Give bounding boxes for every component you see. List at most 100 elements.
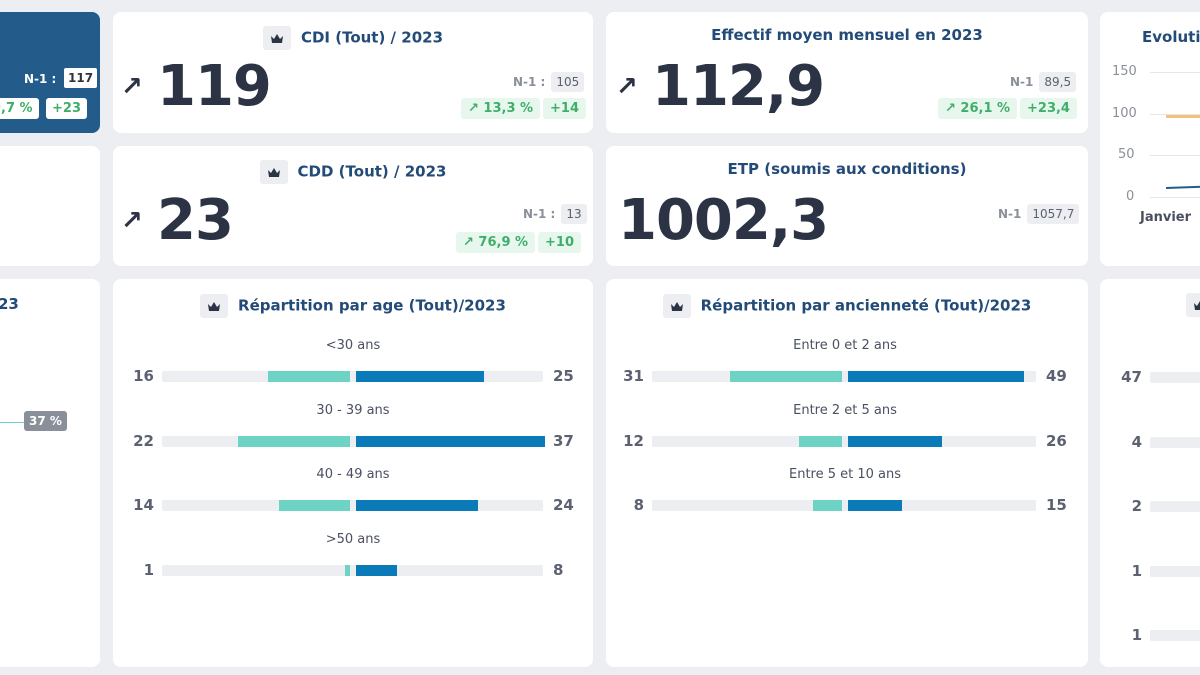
pct-badge: 9,7 %: [0, 98, 39, 119]
effectif-card: Effectif moyen mensuel en 2023 ↗ 112,9 N…: [606, 12, 1088, 133]
left-top-card: N-1 : 117 9,7 % +23: [0, 12, 100, 133]
cdi-pct-badge: ↗ 13,3 %: [461, 98, 541, 119]
left-value: 16: [133, 367, 154, 385]
bar-track: [652, 435, 1036, 447]
right-value: 25: [553, 367, 574, 385]
bar-right: [356, 500, 479, 511]
cdi-delta-badge: +14: [543, 98, 586, 119]
right-value: 8: [553, 560, 564, 579]
left-bottom-card: 23 37 %: [0, 279, 100, 667]
left-value: 1: [143, 560, 154, 579]
right-value: 15: [1046, 496, 1067, 514]
right-value: 49: [1046, 367, 1067, 385]
cdd-pct-badge: ↗ 76,9 %: [456, 232, 536, 253]
etp-n1: N-1 1057,7: [998, 204, 1080, 224]
y-tick-50: 50: [1118, 147, 1135, 162]
bar-track: [162, 500, 543, 511]
bar-left: [730, 371, 842, 382]
cdi-n1: N-1 :105: [513, 72, 585, 92]
effectif-title: Effectif moyen mensuel en 2023: [711, 26, 983, 44]
bar-right: [848, 500, 902, 511]
left-value: 1: [1131, 626, 1142, 644]
cdd-title: CDD (Tout) / 2023: [297, 162, 447, 181]
left-value: 31: [623, 367, 644, 385]
bar-left: [237, 435, 350, 447]
gridline: [1150, 114, 1200, 115]
age-card: Répartition par age (Tout)/2023 <30 ans 1…: [113, 279, 593, 667]
gridline: [1150, 197, 1200, 198]
gridline: [1150, 155, 1200, 156]
crown-icon: [200, 294, 229, 318]
bar-track: [652, 371, 1036, 382]
left-mid-card: [0, 146, 100, 266]
bar-track: [652, 500, 1036, 511]
row-label: Entre 5 et 10 ans: [788, 467, 902, 482]
cdd-title-row: CDD (Tout) / 2023: [113, 160, 593, 184]
n1-label: N-1 :: [24, 72, 57, 86]
bar-track: [1150, 372, 1200, 383]
etp-card: ETP (soumis aux conditions) 1002,3 N-1 10…: [606, 146, 1088, 266]
bar-left: [268, 371, 350, 382]
bar-right: [356, 371, 484, 382]
left-value: 8: [633, 496, 644, 514]
y-tick-0: 0: [1126, 189, 1135, 204]
bar-track: [162, 435, 543, 447]
right-value: 37: [553, 431, 574, 450]
bar-right: [848, 371, 1025, 382]
cdd-delta-badge: +10: [538, 232, 581, 253]
delta-badge: +23: [46, 98, 87, 119]
bar-track: [1150, 630, 1200, 641]
row-label: 40 - 49 ans: [316, 467, 390, 482]
bar-left: [813, 500, 842, 511]
cdd-card: CDD (Tout) / 2023 ↗ 23 N-1 :13 ↗ 76,9 % …: [113, 146, 593, 266]
connector-line: [0, 422, 26, 423]
x-label-janvier: Janvier: [1140, 210, 1192, 225]
crown-icon: [662, 294, 691, 318]
row-label: >50 ans: [325, 531, 381, 547]
crown-icon: [262, 26, 291, 50]
crown-icon: [259, 160, 288, 184]
series-line-orange: [1166, 115, 1200, 118]
n1-value: 117: [64, 68, 98, 88]
row-label: Entre 2 et 5 ans: [793, 402, 897, 418]
percent-badge: 37 %: [24, 411, 67, 431]
evolution-card: Evoluti 150 100 50 0 Janvier: [1100, 12, 1200, 266]
left-value: 14: [133, 496, 154, 514]
row-label: 30 - 39 ans: [316, 402, 390, 418]
anciennete-card: Répartition par ancienneté (Tout)/2023 E…: [606, 279, 1088, 667]
bar-track: [162, 564, 543, 576]
bar-left: [344, 564, 350, 576]
etp-title: ETP (soumis aux conditions): [727, 160, 967, 178]
anciennete-title-row: Répartition par ancienneté (Tout)/2023: [606, 294, 1088, 318]
row-label: <30 ans: [325, 338, 381, 353]
bar-left: [798, 435, 842, 447]
bar-right: [356, 435, 545, 447]
etp-value: 1002,3: [618, 188, 829, 253]
right-value: 26: [1046, 431, 1067, 450]
evolution-title: Evoluti: [1142, 28, 1200, 46]
effectif-value: 112,9: [652, 54, 825, 119]
bar-track: [162, 371, 543, 382]
cdi-value: 119: [157, 54, 272, 119]
cdi-card: CDI (Tout) / 2023 ↗ 119 N-1 :105 ↗ 13,3 …: [113, 12, 593, 133]
left-value: 4: [1131, 432, 1142, 451]
y-tick-100: 100: [1112, 106, 1137, 121]
bar-track: [1150, 565, 1200, 577]
left-value: 12: [623, 431, 644, 450]
row-label: Entre 0 et 2 ans: [793, 338, 897, 353]
bar-right: [356, 564, 397, 576]
cdd-n1: N-1 :13: [523, 204, 587, 224]
cdd-value: 23: [157, 188, 234, 253]
left-value: 47: [1121, 368, 1142, 386]
cdi-title-row: CDI (Tout) / 2023: [113, 26, 593, 50]
anciennete-title: Répartition par ancienneté (Tout)/2023: [700, 296, 1032, 315]
y-tick-150: 150: [1112, 64, 1137, 79]
trend-up-icon: ↗: [121, 206, 143, 236]
effectif-pct-badge: ↗ 26,1 %: [938, 98, 1018, 119]
left-bottom-title: 23: [0, 295, 19, 313]
effectif-delta-badge: +23,4: [1020, 98, 1077, 119]
bar-left: [278, 500, 350, 511]
left-value: 22: [133, 431, 154, 450]
right-bottom-card: 47 4 2 1 1: [1100, 279, 1200, 667]
cdi-title: CDI (Tout) / 2023: [300, 28, 444, 47]
